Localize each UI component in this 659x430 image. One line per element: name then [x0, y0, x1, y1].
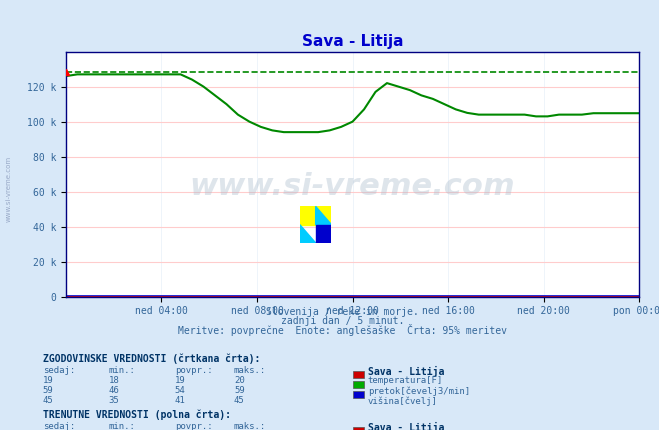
- Text: 45: 45: [43, 396, 53, 405]
- Bar: [300, 206, 316, 224]
- Text: maks.:: maks.:: [234, 422, 266, 430]
- Text: 59: 59: [43, 386, 53, 395]
- Text: 19: 19: [43, 376, 53, 385]
- Polygon shape: [316, 206, 331, 224]
- Text: ZGODOVINSKE VREDNOSTI (črtkana črta):: ZGODOVINSKE VREDNOSTI (črtkana črta):: [43, 353, 260, 364]
- Text: temperatura[F]: temperatura[F]: [368, 376, 443, 385]
- Text: povpr.:: povpr.:: [175, 422, 212, 430]
- Text: 46: 46: [109, 386, 119, 395]
- Bar: [316, 224, 331, 243]
- Text: 18: 18: [109, 376, 119, 385]
- Text: min.:: min.:: [109, 366, 136, 375]
- Text: pretok[čevelj3/min]: pretok[čevelj3/min]: [368, 386, 470, 396]
- Text: 54: 54: [175, 386, 185, 395]
- Text: www.si-vreme.com: www.si-vreme.com: [190, 172, 515, 201]
- Text: sedaj:: sedaj:: [43, 422, 75, 430]
- Text: TRENUTNE VREDNOSTI (polna črta):: TRENUTNE VREDNOSTI (polna črta):: [43, 409, 231, 420]
- Text: 19: 19: [175, 376, 185, 385]
- Text: Sava - Litija: Sava - Litija: [368, 422, 444, 430]
- Text: 45: 45: [234, 396, 244, 405]
- Text: www.si-vreme.com: www.si-vreme.com: [5, 156, 12, 222]
- Title: Sava - Litija: Sava - Litija: [302, 34, 403, 49]
- Text: 59: 59: [234, 386, 244, 395]
- Polygon shape: [316, 206, 331, 224]
- Polygon shape: [300, 224, 316, 243]
- Text: zadnji dan / 5 minut.: zadnji dan / 5 minut.: [281, 316, 405, 326]
- Text: 20: 20: [234, 376, 244, 385]
- Text: Meritve: povprečne  Enote: anglešaške  Črta: 95% meritev: Meritve: povprečne Enote: anglešaške Črt…: [178, 324, 507, 336]
- Text: sedaj:: sedaj:: [43, 366, 75, 375]
- Text: maks.:: maks.:: [234, 366, 266, 375]
- Text: višina[čvelj]: višina[čvelj]: [368, 396, 438, 405]
- Text: 41: 41: [175, 396, 185, 405]
- Text: 35: 35: [109, 396, 119, 405]
- Text: Sava - Litija: Sava - Litija: [368, 366, 444, 378]
- Text: min.:: min.:: [109, 422, 136, 430]
- Text: Slovenija / reke in morje.: Slovenija / reke in morje.: [266, 307, 419, 317]
- Text: povpr.:: povpr.:: [175, 366, 212, 375]
